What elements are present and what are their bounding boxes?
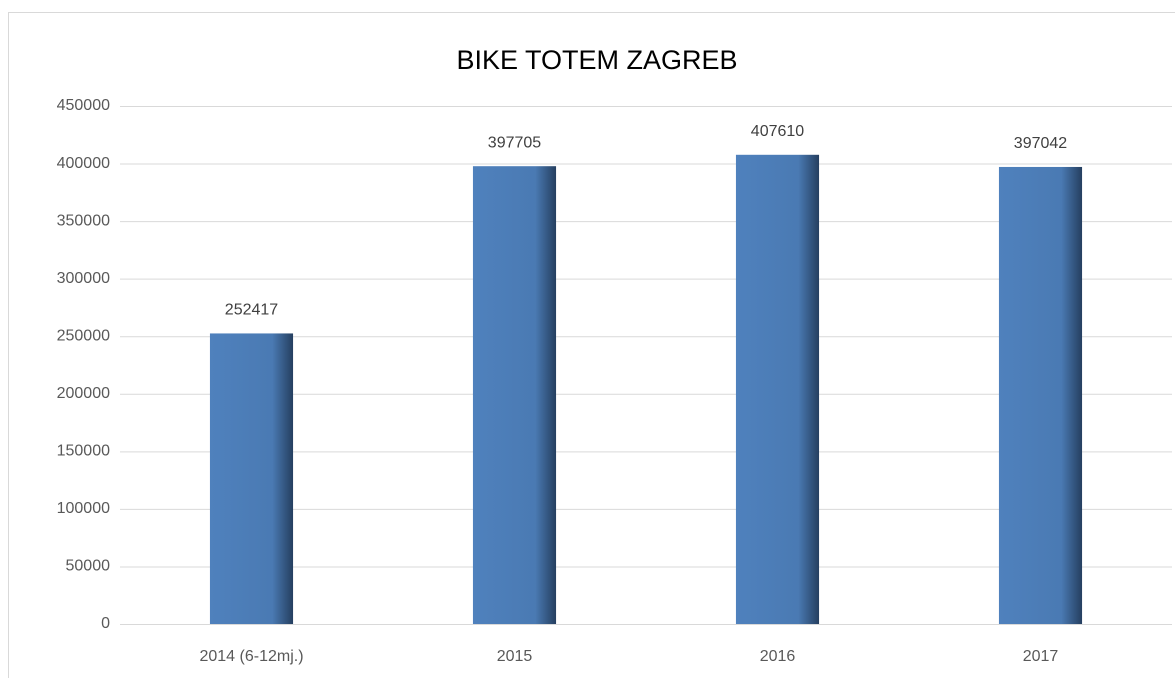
x-tick-label: 2016 <box>760 648 796 665</box>
y-tick-label: 300000 <box>57 270 110 287</box>
x-tick-label: 2017 <box>1023 648 1059 665</box>
y-tick-label: 450000 <box>57 97 110 114</box>
y-tick-label: 0 <box>101 615 110 632</box>
bar <box>472 166 557 624</box>
chart-title: BIKE TOTEM ZAGREB <box>456 45 737 75</box>
data-label: 407610 <box>751 123 804 140</box>
x-tick-label: 2015 <box>497 648 533 665</box>
bar <box>209 333 294 624</box>
y-tick-label: 100000 <box>57 500 110 517</box>
bar <box>735 154 820 624</box>
data-label: 397042 <box>1014 135 1067 152</box>
chart-border <box>8 12 1175 678</box>
y-tick-label: 50000 <box>66 558 111 575</box>
data-label: 397705 <box>488 134 541 151</box>
y-tick-label: 350000 <box>57 212 110 229</box>
data-label: 252417 <box>225 302 278 319</box>
y-tick-label: 150000 <box>57 443 110 460</box>
bar <box>998 166 1083 624</box>
y-tick-label: 400000 <box>57 155 110 172</box>
y-tick-label: 200000 <box>57 385 110 402</box>
x-tick-label: 2014 (6-12mj.) <box>199 648 303 665</box>
y-tick-label: 250000 <box>57 327 110 344</box>
